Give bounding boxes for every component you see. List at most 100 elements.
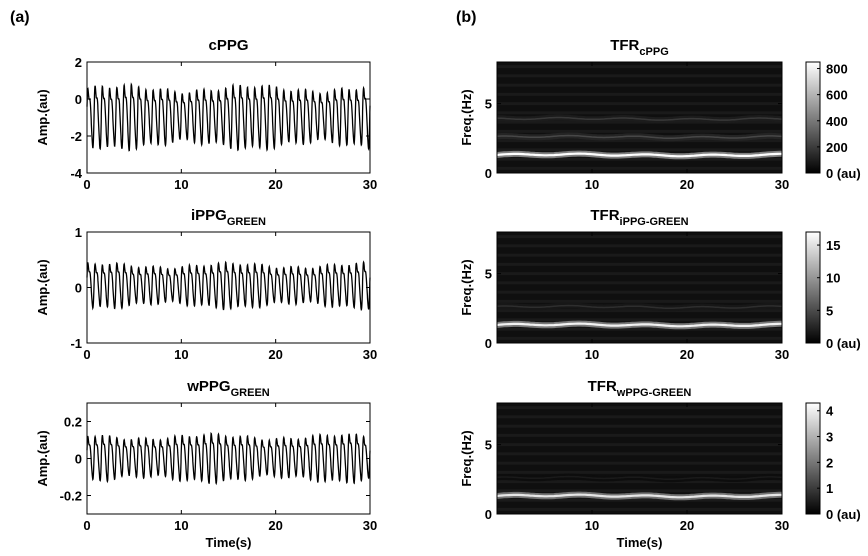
chart-6: 4 3 2 1 0 (au) 10 20 30 0 5 TFRwPPG-GREEN Freq.(Hz)…: [459, 378, 861, 550]
chart-title-subscript: GREEN: [231, 387, 270, 399]
y-tick-label: 2: [75, 55, 82, 70]
colorbar-tick-label: 800: [826, 62, 848, 77]
x-tick-label: 30: [775, 177, 789, 192]
x-tick-label: 30: [363, 518, 377, 533]
y-tick-label: 0: [485, 166, 492, 181]
ppg-signal-line: [86, 432, 371, 486]
x-tick-label: 10: [174, 347, 188, 362]
axes-frame: [496, 402, 783, 515]
y-tick-label: 5: [485, 267, 492, 282]
colorbar-tick-label: 200: [826, 140, 848, 155]
y-axis-label: Freq.(Hz): [459, 430, 474, 486]
ppg-signal-line: [86, 82, 371, 152]
y-axis-label: Freq.(Hz): [459, 259, 474, 315]
colorbar: [805, 61, 821, 174]
x-tick-label: 0: [83, 177, 90, 192]
x-axis-label: Time(s): [206, 535, 252, 550]
x-tick-label: 30: [363, 347, 377, 362]
ppg-signal-line: [86, 260, 371, 312]
colorbar-tick-label: 1: [826, 481, 833, 496]
colorbar-tick-label: 400: [826, 114, 848, 129]
y-tick-label: 5: [485, 97, 492, 112]
chart-title: TFRwPPG-GREEN: [588, 378, 692, 399]
colorbar-tick-label: 600: [826, 88, 848, 103]
x-tick-label: 30: [775, 518, 789, 533]
heatmap-band: [496, 152, 782, 158]
axes-frame: [496, 231, 783, 344]
x-tick-label: 20: [680, 177, 694, 192]
axes-frame: [86, 61, 371, 174]
chart-title-main: TFR: [588, 378, 617, 395]
y-axis-label: Amp.(au): [35, 430, 50, 486]
heatmap-band: [496, 304, 783, 309]
x-tick-label: 10: [585, 518, 599, 533]
colorbar-tick-label: 10: [826, 271, 840, 286]
x-tick-label: 10: [174, 518, 188, 533]
chart-title-subscript: wPPG-GREEN: [616, 387, 692, 399]
colorbar-tick-label: 4: [826, 404, 834, 419]
x-tick-label: 10: [585, 177, 599, 192]
heatmap-band: [496, 493, 782, 499]
chart-title-main: TFR: [590, 207, 619, 224]
chart-title: iPPGGREEN: [191, 207, 266, 228]
colorbar-tick-label: 15: [826, 238, 840, 253]
colorbar-tick-label: 3: [826, 430, 833, 445]
heatmap-band: [496, 475, 783, 480]
colorbar-tick-label: 0 (au): [826, 336, 861, 351]
colorbar-tick-label: 0 (au): [826, 166, 861, 181]
chart-title: wPPGGREEN: [186, 378, 270, 399]
y-axis-label: Amp.(au): [35, 89, 50, 145]
colorbar-tick-label: 5: [826, 303, 833, 318]
y-tick-label: 0: [75, 281, 82, 296]
y-tick-label: 0: [75, 452, 82, 467]
y-tick-label: 0.2: [64, 415, 82, 430]
colorbar-tick-label: 0 (au): [826, 507, 861, 522]
y-tick-label: -1: [70, 336, 82, 351]
chart-4: 800 600 400 200 0 (au) 10 20 30 0 5 TFRcPPG Freq.(H…: [459, 37, 861, 192]
chart-5: 15 10 5 0 (au) 10 20 30 0 5 TFRiPPG-GREEN Freq.(Hz…: [459, 207, 861, 362]
chart-title-main: wPPG: [186, 378, 230, 395]
chart-title: TFRcPPG: [610, 37, 669, 58]
x-tick-label: 20: [680, 518, 694, 533]
panel-label-b: (b): [456, 9, 476, 26]
y-tick-label: 0: [485, 336, 492, 351]
x-tick-label: 10: [174, 177, 188, 192]
x-tick-label: 20: [680, 347, 694, 362]
x-tick-label: 30: [775, 347, 789, 362]
y-tick-label: 5: [485, 438, 492, 453]
chart-title-subscript: iPPG-GREEN: [620, 216, 689, 228]
x-axis-label: Time(s): [617, 535, 663, 550]
y-tick-label: 0: [485, 507, 492, 522]
heatmap-band: [496, 134, 783, 139]
y-tick-label: -0.2: [60, 489, 82, 504]
chart-title-subscript: cPPG: [639, 46, 668, 58]
chart-title-main: cPPG: [208, 37, 248, 54]
chart-title-subscript: GREEN: [227, 216, 266, 228]
axes-frame: [496, 61, 783, 174]
y-axis-label: Freq.(Hz): [459, 89, 474, 145]
colorbar: [805, 231, 821, 344]
x-tick-label: 0: [83, 518, 90, 533]
chart-title-main: iPPG: [191, 207, 227, 224]
y-axis-label: Amp.(au): [35, 259, 50, 315]
heatmap-band: [496, 322, 782, 328]
colorbar: [805, 402, 821, 515]
x-tick-label: 20: [268, 177, 282, 192]
x-tick-label: 30: [363, 177, 377, 192]
panel-label-a: (a): [10, 9, 30, 26]
heatmap-band: [496, 116, 783, 121]
x-tick-label: 20: [268, 518, 282, 533]
x-tick-label: 0: [83, 347, 90, 362]
y-tick-label: -4: [70, 166, 82, 181]
chart-title: TFRiPPG-GREEN: [590, 207, 688, 228]
chart-title-main: TFR: [610, 37, 639, 54]
chart-title: cPPG: [208, 37, 248, 54]
colorbar-tick-label: 2: [826, 455, 833, 470]
y-tick-label: 1: [75, 225, 82, 240]
y-tick-label: 0: [75, 92, 82, 107]
